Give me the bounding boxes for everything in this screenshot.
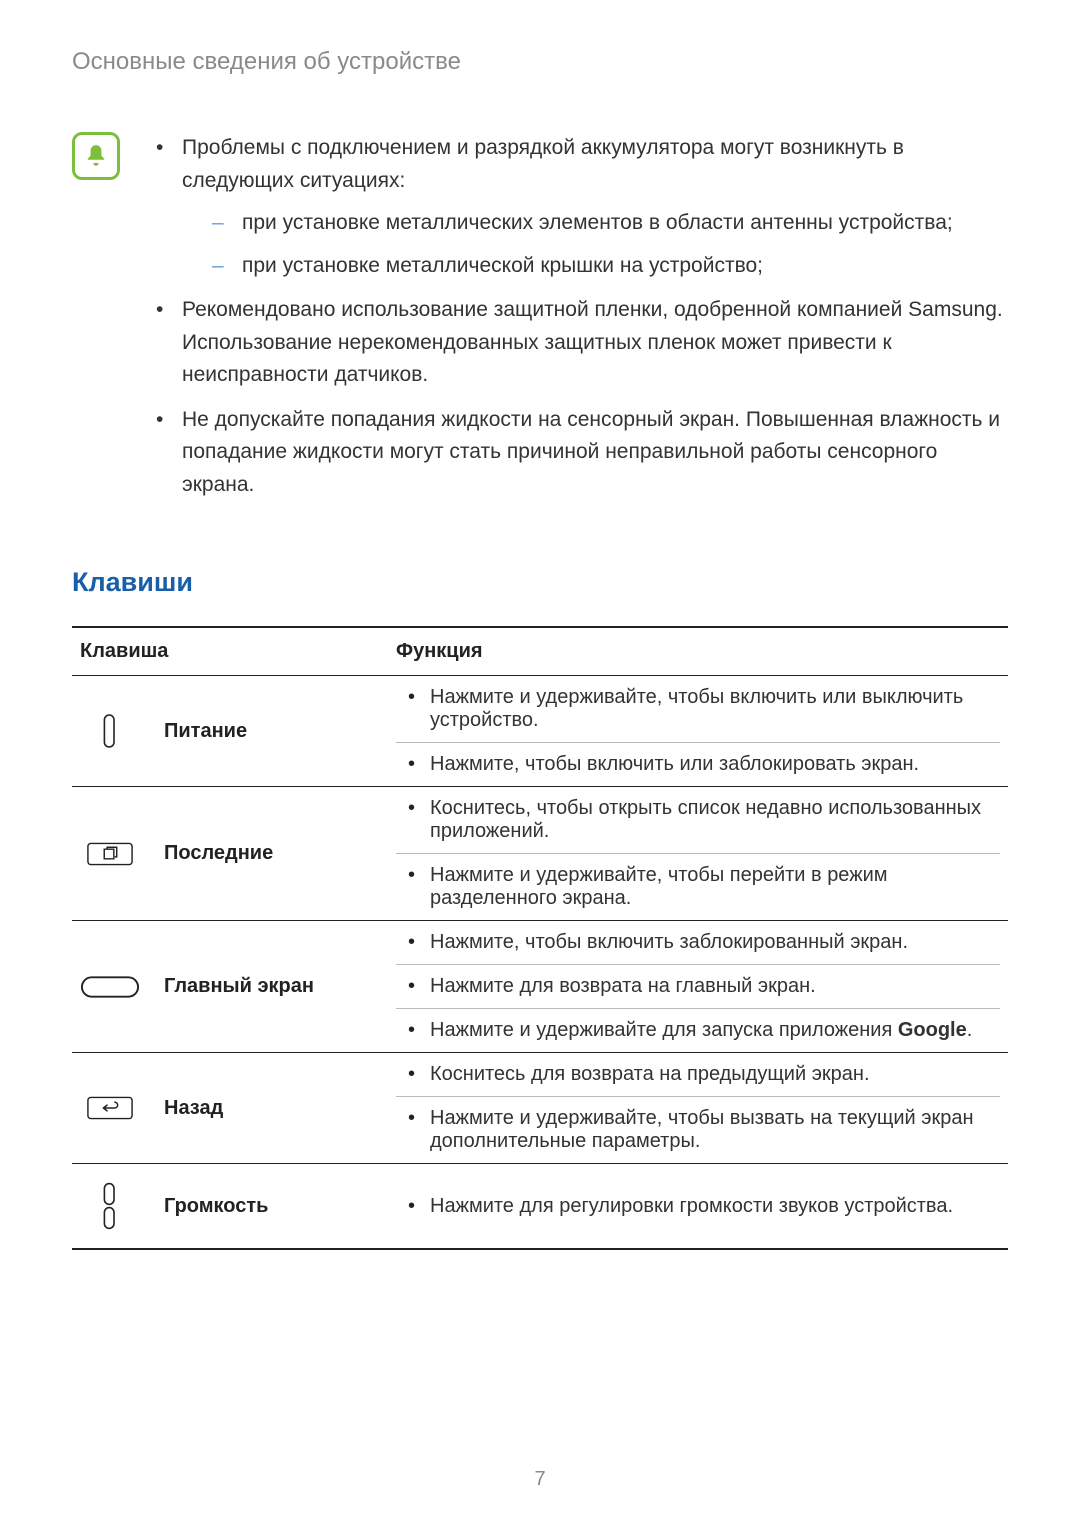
section-heading-keys: Клавиши — [72, 567, 1008, 598]
table-header-key: Клавиша — [72, 627, 388, 676]
note-bullet: Проблемы с подключением и разрядкой акку… — [148, 132, 1008, 282]
function-item: Коснитесь для возврата на предыдущий экр… — [396, 1053, 1000, 1096]
function-item: Нажмите, чтобы включить заблокированный … — [396, 921, 1000, 964]
volume-key-icon — [102, 1178, 118, 1234]
table-row: Громкость Нажмите для регулировки громкос… — [72, 1164, 1008, 1250]
function-cell: Коснитесь, чтобы открыть список недавно … — [388, 787, 1008, 921]
volume-icon-wrap — [80, 1178, 140, 1234]
key-label: Питание — [164, 720, 247, 743]
note-bullet: Не допускайте попадания жидкости на сенс… — [148, 404, 1008, 502]
breadcrumb: Основные сведения об устройстве — [72, 48, 1008, 76]
power-icon-wrap — [80, 711, 140, 751]
key-label: Назад — [164, 1097, 223, 1120]
function-item: Нажмите и удерживайте для запуска прилож… — [396, 1008, 1000, 1052]
function-item: Нажмите для возврата на главный экран. — [396, 964, 1000, 1008]
key-label: Главный экран — [164, 975, 314, 998]
function-cell: Нажмите, чтобы включить заблокированный … — [388, 921, 1008, 1053]
note-body: Проблемы с подключением и разрядкой акку… — [148, 132, 1008, 513]
key-label: Громкость — [164, 1195, 268, 1218]
page-number: 7 — [0, 1468, 1080, 1491]
function-item: Нажмите, чтобы включить или заблокироват… — [396, 742, 1000, 786]
recents-key-icon — [86, 841, 134, 867]
home-key-icon — [80, 975, 140, 999]
note-sub-bullet: при установке металлической крышки на ус… — [182, 250, 1008, 283]
key-cell: Громкость — [72, 1164, 388, 1250]
table-row: Главный экран Нажмите, чтобы включить заб… — [72, 921, 1008, 1053]
function-item: Нажмите и удерживайте, чтобы перейти в р… — [396, 853, 1000, 920]
table-row: Последние Коснитесь, чтобы открыть список… — [72, 787, 1008, 921]
key-cell: Последние — [72, 787, 388, 921]
key-cell: Питание — [72, 676, 388, 787]
function-item: Коснитесь, чтобы открыть список недавно … — [396, 787, 1000, 853]
power-key-icon — [102, 711, 118, 751]
keys-table: Клавиша Функция Питание Нажмите и удержив… — [72, 626, 1008, 1250]
table-header-func: Функция — [388, 627, 1008, 676]
function-cell: Нажмите для регулировки громкости звуков… — [388, 1164, 1008, 1250]
home-icon-wrap — [80, 975, 140, 999]
recents-icon-wrap — [80, 841, 140, 867]
note-bullet: Рекомендовано использование защитной пле… — [148, 294, 1008, 392]
note-sub-bullet: при установке металлических элементов в … — [182, 207, 1008, 240]
key-cell: Назад — [72, 1053, 388, 1164]
function-item: Нажмите и удерживайте, чтобы включить ил… — [396, 676, 1000, 742]
table-row: Питание Нажмите и удерживайте, чтобы вклю… — [72, 676, 1008, 787]
function-cell: Нажмите и удерживайте, чтобы включить ил… — [388, 676, 1008, 787]
function-item: Нажмите и удерживайте, чтобы вызвать на … — [396, 1096, 1000, 1163]
back-icon-wrap — [80, 1095, 140, 1121]
key-cell: Главный экран — [72, 921, 388, 1053]
table-row: Назад Коснитесь для возврата на предыдущи… — [72, 1053, 1008, 1164]
back-key-icon — [86, 1095, 134, 1121]
function-item: Нажмите для регулировки громкости звуков… — [396, 1185, 1000, 1228]
function-cell: Коснитесь для возврата на предыдущий экр… — [388, 1053, 1008, 1164]
note-block: Проблемы с подключением и разрядкой акку… — [72, 132, 1008, 513]
bell-icon — [72, 132, 120, 180]
key-label: Последние — [164, 842, 273, 865]
